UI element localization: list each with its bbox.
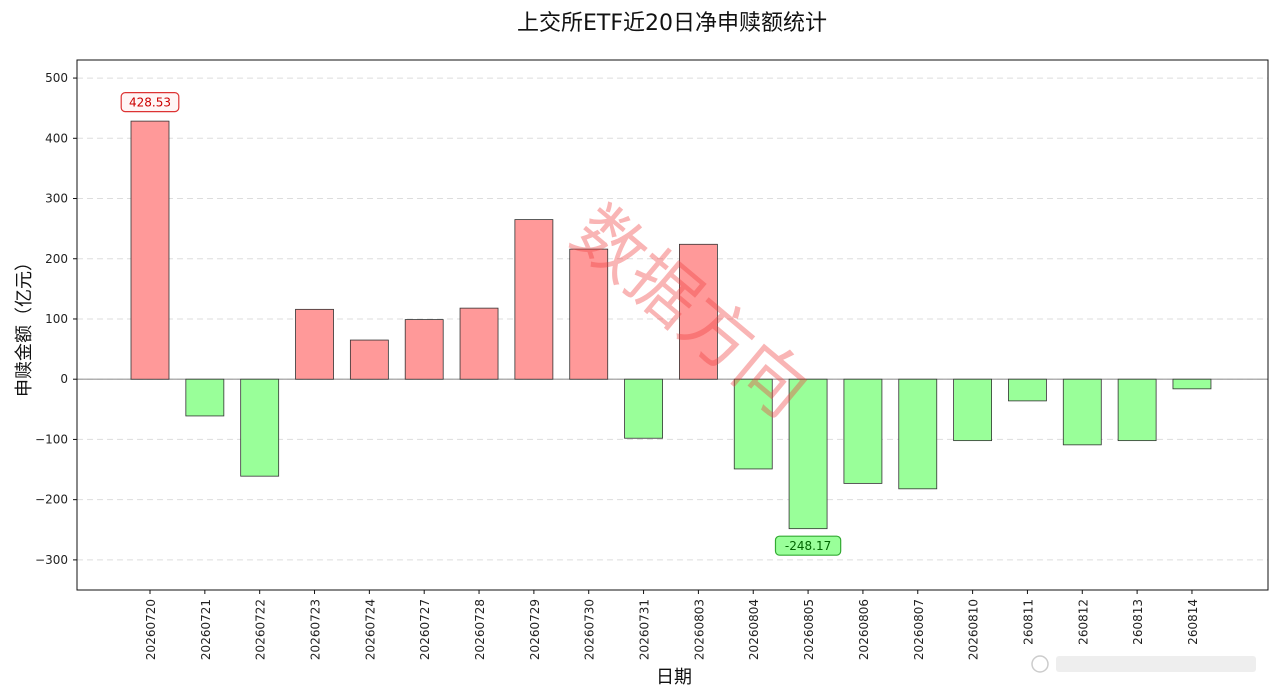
x-tick-label: 20260803 [692,599,706,660]
y-axis-label: 申赎金额（亿元） [14,253,35,397]
x-tick-label: 20260720 [144,599,158,660]
x-tick-label: 20260724 [363,599,377,660]
y-tick-labels: 500 400 300 200 100 0 −100 −200 −300 [35,71,77,567]
bar [295,308,334,380]
x-tick-label: 260814 [1186,599,1200,645]
y-tick-label: 400 [45,131,68,145]
x-tick-label: 20260804 [747,599,761,660]
bar [953,378,992,442]
x-tick-label: 20260728 [473,599,487,660]
bar [459,307,499,380]
x-tick-label: 20260810 [967,599,981,660]
y-tick-label: 100 [45,312,68,326]
x-tick-labels: 20260720 20260721 20260722 20260723 20260724… [144,590,1200,660]
x-tick-label: 20260807 [912,599,926,660]
x-tick-label: 20260730 [583,599,597,660]
y-tick-label: 200 [45,252,68,266]
bar [404,319,444,380]
min-data-label: -248.17 [785,539,831,553]
plot-frame [76,59,1269,591]
x-tick-label: 20260731 [638,599,652,660]
bar [240,378,280,477]
x-tick-label: 20260723 [309,599,323,660]
x-tick-label: 20260721 [199,599,213,660]
x-tick-label: 20260806 [857,599,871,660]
x-axis-label: 日期 [656,667,692,688]
bar [624,378,663,439]
x-tick-label: 260812 [1076,599,1090,645]
bar [733,378,773,470]
bar [514,219,554,380]
bar [843,378,883,484]
bar [898,378,938,490]
bar [788,378,828,530]
y-tick-label: 300 [45,192,68,206]
bar [1117,378,1157,442]
max-label-box [120,92,180,113]
source-watermark [1031,655,1256,673]
source-mark-icon [1031,655,1049,673]
bar [185,378,225,417]
x-tick-label: 20260722 [254,599,268,660]
y-tick-label: −100 [35,432,68,446]
y-tick-label: 0 [60,372,68,386]
bar [1062,378,1102,446]
bar [1172,378,1212,390]
bar [679,243,718,380]
x-tick-label: 20260729 [528,599,542,660]
y-tick-label: 500 [45,71,68,85]
bar [130,120,170,380]
x-tick-label: 20260805 [802,599,816,660]
chart-title: 上交所ETF近20日净申赎额统计 [517,11,827,36]
x-tick-label: 20260727 [418,599,432,660]
bar [1008,378,1047,402]
bar [349,339,389,380]
max-data-label: 428.53 [129,96,171,110]
y-tick-label: −300 [35,553,68,567]
y-tick-label: −200 [35,493,68,507]
min-label-box [774,535,842,556]
source-mark-band [1056,656,1256,672]
x-tick-label: 260813 [1131,599,1145,645]
x-tick-label: 260811 [1021,599,1035,645]
bars-group [130,120,1212,530]
data-annotations: 428.53 -248.17 [120,92,842,556]
bar [569,248,609,380]
